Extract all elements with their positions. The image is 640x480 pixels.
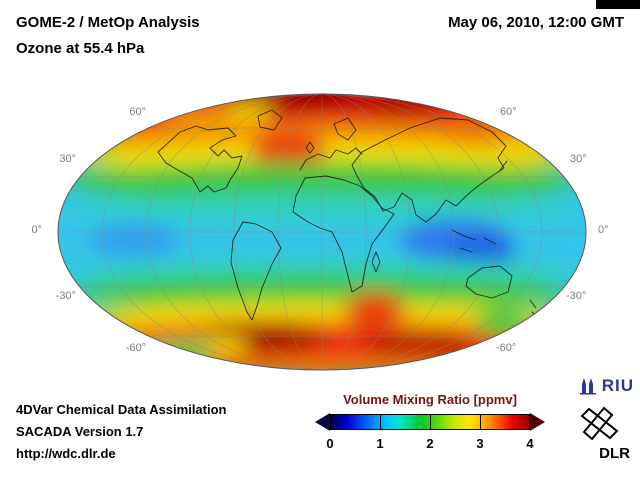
graticule — [58, 94, 586, 370]
coast-british-isles — [305, 141, 315, 154]
colorbar-tickmark — [480, 415, 481, 429]
colorbar-gradient-bar — [330, 414, 530, 430]
coast-madagascar — [371, 251, 381, 273]
coast-greenland — [257, 109, 283, 131]
colorbar-title: Volume Mixing Ratio [ppmv] — [343, 392, 517, 407]
lat-label-left-m30: -30° — [55, 290, 76, 302]
coast-north-america — [157, 125, 243, 193]
lat-label-right-0: 0° — [598, 224, 609, 236]
dlr-logo: DLR — [570, 404, 634, 462]
page-subtitle: Ozone at 55.4 hPa — [16, 40, 145, 57]
footer-url-label: http://wdc.dlr.de — [16, 446, 116, 461]
coast-indonesia — [451, 229, 497, 253]
coastlines — [157, 109, 539, 321]
coast-australia — [465, 265, 513, 299]
coast-japan — [499, 160, 508, 171]
coast-africa — [292, 175, 395, 293]
footer-assimilation-label: 4DVar Chemical Data Assimilation — [16, 402, 227, 417]
colorbar-tick-3: 3 — [476, 436, 484, 451]
lat-label-right-60: 60° — [500, 106, 517, 118]
riu-logo: RIU — [578, 376, 634, 396]
colorbar-tick-labels: 0 1 2 3 4 — [326, 436, 534, 452]
riu-logo-text: RIU — [601, 376, 634, 395]
timestamp-label: May 06, 2010, 12:00 GMT — [448, 14, 624, 31]
lat-label-right-m60: -60° — [496, 342, 517, 354]
riu-cathedral-icon — [579, 378, 596, 395]
colorbar-tick-0: 0 — [326, 436, 334, 451]
colorbar-under-range-arrow — [315, 413, 330, 431]
coast-south-america — [230, 221, 282, 321]
lat-label-left-30: 30° — [59, 153, 76, 165]
lat-label-right-m30: -30° — [566, 290, 587, 302]
colorbar-tickmark — [380, 415, 381, 429]
colorbar-tick-1: 1 — [376, 436, 384, 451]
dlr-logo-text: DLR — [599, 445, 630, 462]
colorbar-tickmark — [430, 415, 431, 429]
top-right-artifact — [596, 0, 640, 9]
footer-version-label: SACADA Version 1.7 — [16, 424, 144, 439]
map-outline — [57, 93, 587, 371]
coast-europe — [299, 147, 363, 171]
lat-label-right-30: 30° — [570, 153, 587, 165]
coast-asia — [351, 117, 507, 223]
lat-label-left-m60: -60° — [125, 342, 146, 354]
coast-scandinavia — [333, 117, 357, 141]
page-title: GOME-2 / MetOp Analysis — [16, 14, 200, 31]
colorbar-tick-4: 4 — [526, 436, 534, 451]
dlr-wings-icon — [580, 406, 619, 441]
colorbar — [315, 413, 545, 431]
colorbar-tick-2: 2 — [426, 436, 434, 451]
colorbar-over-range-arrow — [530, 413, 545, 431]
lat-label-left-0: 0° — [31, 224, 42, 236]
lat-label-left-60: 60° — [129, 106, 146, 118]
